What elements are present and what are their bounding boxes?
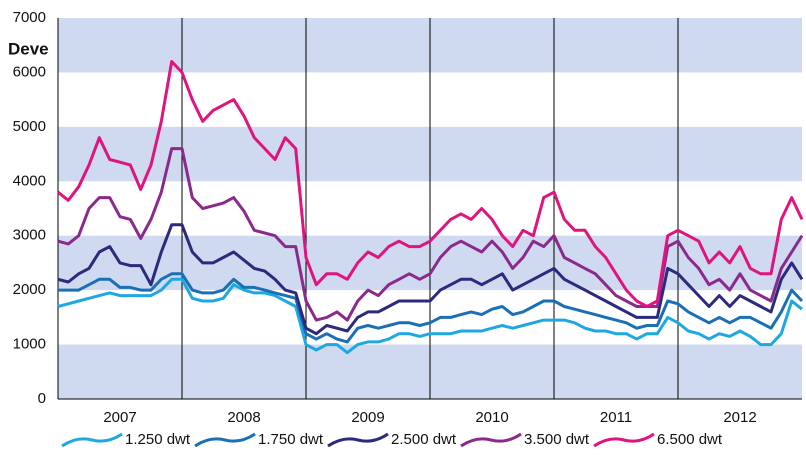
- x-tick-label: 2011: [600, 409, 632, 426]
- legend-label: 1.250 dwt: [125, 431, 191, 448]
- series-line: [57, 147, 804, 322]
- y-tick-label: 6000: [13, 63, 46, 80]
- y-tick-label: 1000: [13, 336, 46, 353]
- x-tick-label: 2008: [227, 409, 260, 426]
- x-tick-label: 2010: [475, 409, 508, 426]
- x-tick-label: 2009: [351, 409, 384, 426]
- series-line: [58, 272, 804, 344]
- legend-swatch: [460, 432, 522, 448]
- legend-swatch: [194, 432, 256, 448]
- legend-label: 3.500 dwt: [524, 431, 590, 448]
- legend-label: 2.500 dwt: [391, 431, 457, 448]
- y-tick-label: 3000: [13, 227, 46, 244]
- y-tick-label: 5000: [13, 118, 46, 135]
- legend-swatch: [327, 432, 389, 448]
- series-line: [57, 60, 804, 308]
- x-tick-label: 2007: [103, 409, 136, 426]
- y-tick-label: 2000: [13, 281, 46, 298]
- y-tick-label: 0: [38, 390, 46, 407]
- legend-swatch: [61, 432, 123, 448]
- legend-label: 1.750 dwt: [258, 431, 324, 448]
- x-tick-label: 2012: [723, 409, 756, 426]
- legend-label: 6.500 dwt: [657, 431, 723, 448]
- y-tick-label: 4000: [13, 172, 46, 189]
- legend-swatch: [593, 432, 655, 448]
- chart-title: Deve: [8, 39, 49, 58]
- series-line: [57, 277, 803, 355]
- series-line: [57, 223, 804, 336]
- y-tick-label: 7000: [13, 9, 46, 26]
